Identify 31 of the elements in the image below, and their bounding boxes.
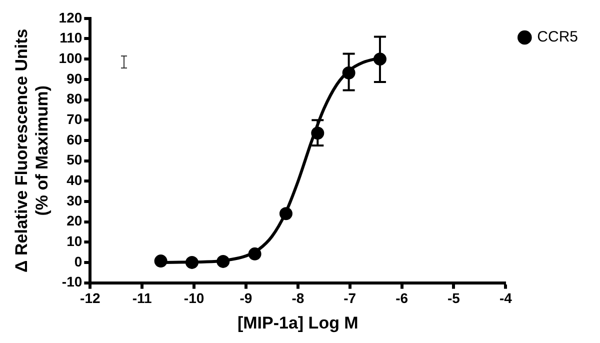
x-tick-label: -6 bbox=[396, 290, 408, 306]
legend-label: CCR5 bbox=[537, 28, 578, 46]
y-tick-label: 40 bbox=[66, 172, 82, 188]
y-tick-label: 10 bbox=[66, 232, 82, 249]
y-tick-label: 30 bbox=[66, 192, 82, 208]
y-tick-label: 80 bbox=[66, 90, 82, 107]
x-axis-title: [MIP-1a] Log M bbox=[237, 313, 358, 332]
y-tick-label: 120 bbox=[58, 9, 82, 26]
x-tick-label: -7 bbox=[344, 290, 356, 306]
y-tick-label: 20 bbox=[66, 212, 82, 229]
x-tick-label: -10 bbox=[184, 290, 204, 306]
y-tick-label: 100 bbox=[58, 50, 82, 66]
x-tick-label: -11 bbox=[132, 290, 152, 306]
point bbox=[154, 254, 168, 268]
x-tick-label: -9 bbox=[240, 290, 252, 306]
x-tick-label: -12 bbox=[80, 290, 100, 306]
y-tick-label: 90 bbox=[66, 70, 82, 86]
point bbox=[216, 254, 230, 268]
y-tick-label: 60 bbox=[66, 131, 82, 148]
y-tick-label: 110 bbox=[60, 30, 82, 46]
y-tick-label: 0 bbox=[74, 253, 82, 270]
y-tick-label: 50 bbox=[66, 152, 82, 168]
point bbox=[248, 247, 262, 260]
x-tick-label: -8 bbox=[292, 290, 304, 306]
point bbox=[185, 256, 198, 269]
point bbox=[279, 207, 292, 220]
x-tick-label: -5 bbox=[447, 290, 460, 306]
x-tick-label: -4 bbox=[499, 290, 512, 306]
y-tick-label: -10 bbox=[62, 274, 82, 290]
y-tick-label: 70 bbox=[66, 110, 82, 127]
y-axis-title: Δ Relative Fluorescence Units (% of Maximum) bbox=[12, 28, 52, 272]
